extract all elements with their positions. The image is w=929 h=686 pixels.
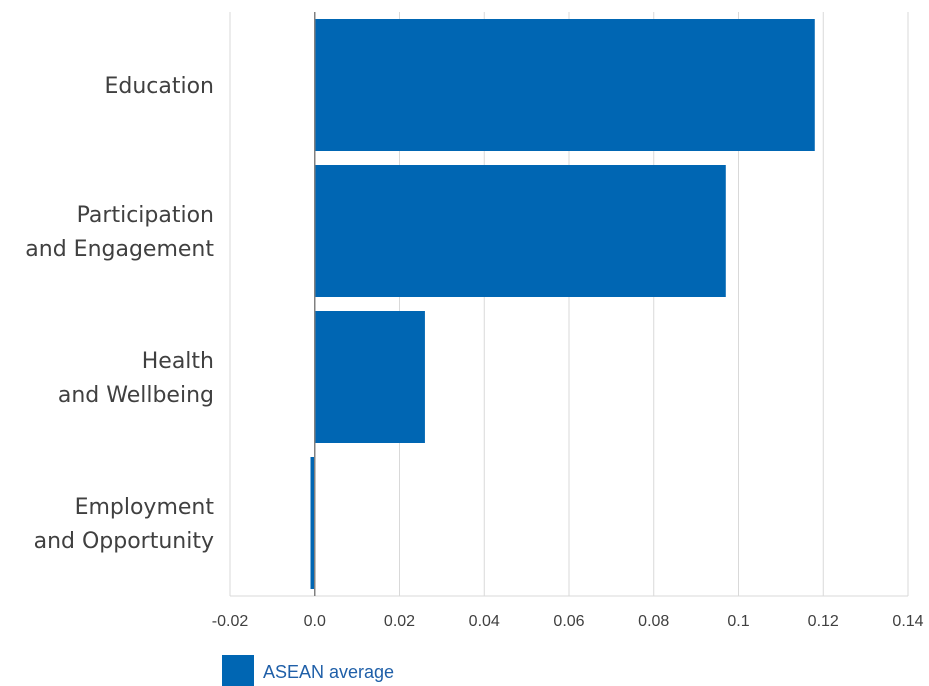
- bar: [314, 19, 815, 151]
- x-tick-label: 0.06: [553, 613, 584, 630]
- category-label: Education: [104, 74, 214, 99]
- category-label: Participation: [77, 203, 214, 228]
- x-tick-label: 0.0: [304, 613, 326, 630]
- x-tick-label: 0.14: [892, 613, 923, 630]
- legend-swatch: [222, 655, 254, 686]
- x-tick-label: 0.1: [727, 613, 749, 630]
- x-tick-label: 0.12: [808, 613, 839, 630]
- x-tick-label: 0.02: [384, 613, 415, 630]
- bar: [314, 311, 425, 443]
- x-tick-label: 0.08: [638, 613, 669, 630]
- x-tick-label: 0.04: [469, 613, 500, 630]
- category-label: and Wellbeing: [58, 383, 214, 408]
- category-label: and Opportunity: [34, 529, 214, 554]
- x-tick-label: -0.02: [212, 613, 249, 630]
- bar: [314, 165, 726, 297]
- category-label: Health: [142, 349, 214, 374]
- category-label: and Engagement: [25, 237, 214, 262]
- bar: [310, 457, 315, 589]
- category-label: Employment: [75, 495, 215, 520]
- legend-label: ASEAN average: [263, 662, 394, 682]
